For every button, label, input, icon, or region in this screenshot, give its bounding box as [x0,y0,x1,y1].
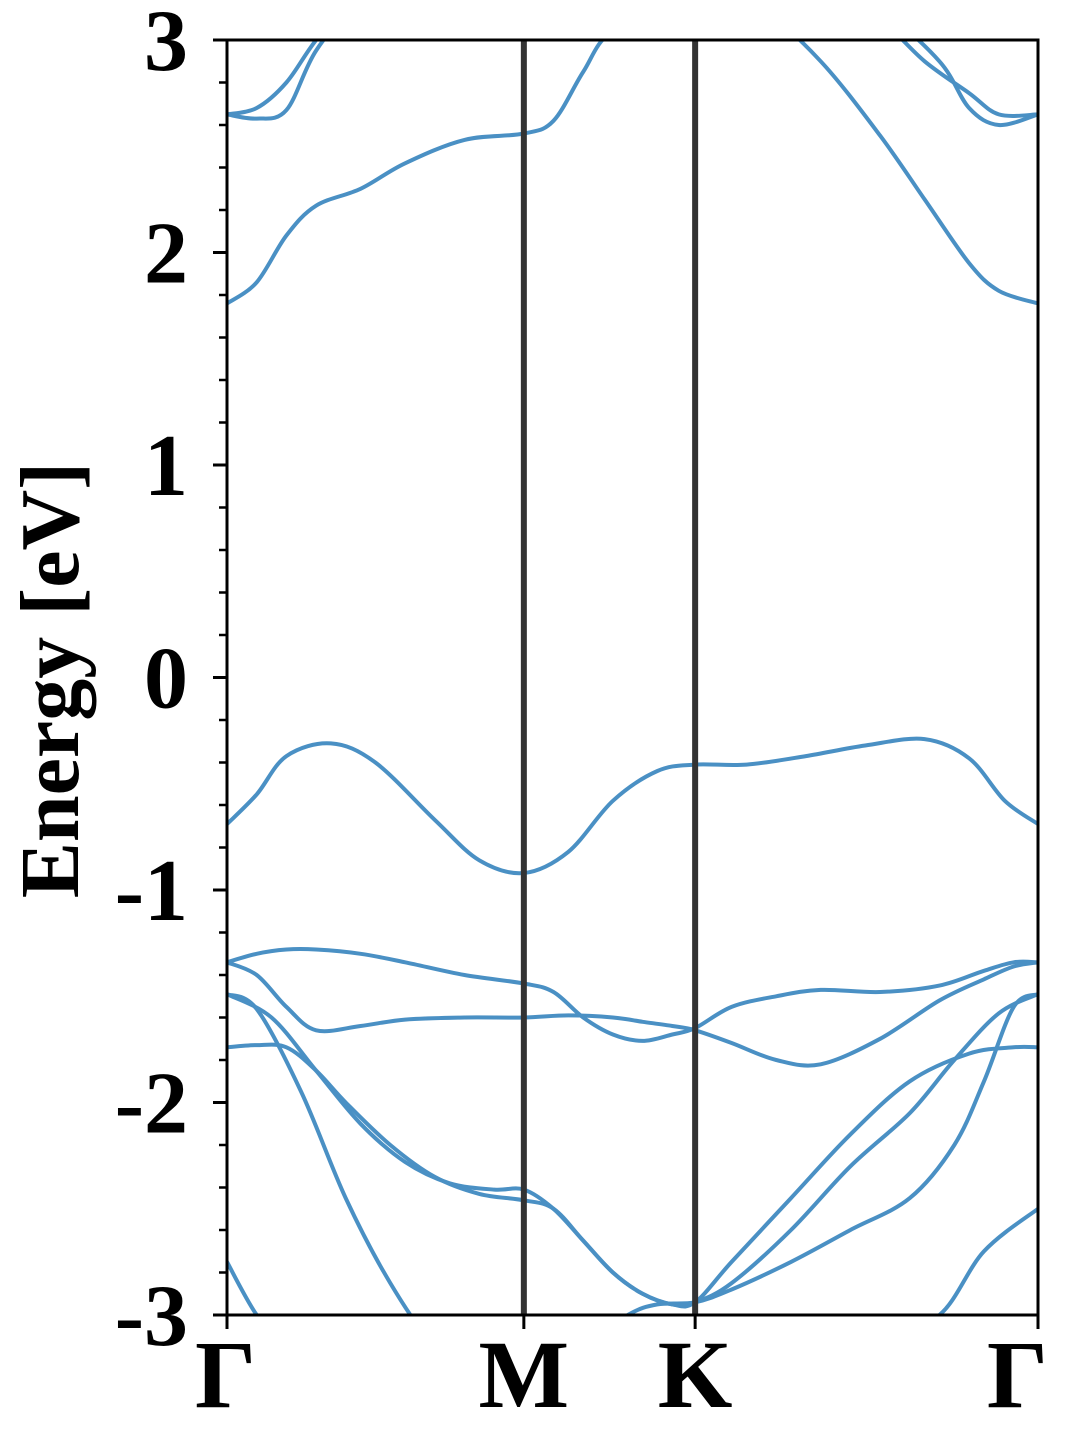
y-axis-ticks: -3 -2 -1 0 1 2 3 [115,0,227,1365]
high-symmetry-lines [520,40,699,1315]
band-4-line [227,1042,1038,1309]
y-tick-label: -1 [115,843,188,940]
x-tick-label: Γ [987,1321,1048,1428]
plot-frame [225,38,1040,1317]
y-tick-label: 1 [144,418,188,515]
band-2-line [227,992,1038,1315]
y-axis-label: Energy [eV] [4,462,97,898]
y-tick-label: -2 [115,1056,188,1153]
band-1-line [227,1206,1038,1315]
x-tick-label: K [658,1321,733,1428]
band-9-line [227,40,1038,128]
band-7-line [227,736,1038,876]
band-10-line [227,40,1038,118]
y-tick-label: 0 [144,631,188,728]
x-tick-label: M [479,1321,570,1428]
band-5-line [227,960,1038,1068]
band-lines [227,40,1038,1315]
band-8-line [227,40,1038,306]
y-tick-label: -3 [115,1268,188,1365]
y-tick-label: 2 [144,206,188,303]
y-tick-label: 3 [144,0,188,90]
x-tick-label: Γ [195,1321,256,1428]
band-6-line [227,946,1038,1043]
